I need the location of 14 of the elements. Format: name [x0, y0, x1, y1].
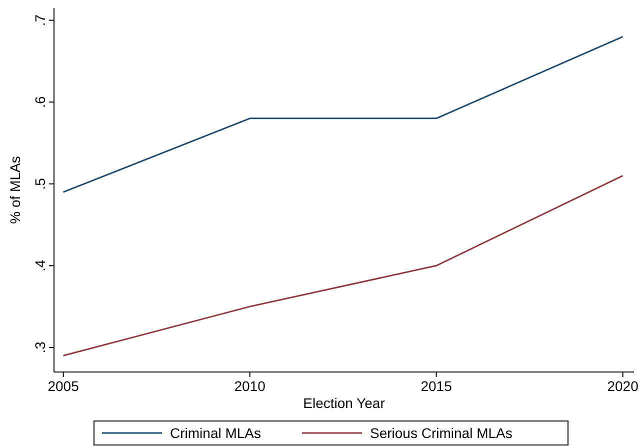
- y-tick-label: .7: [32, 14, 48, 26]
- x-tick-label: 2020: [607, 378, 639, 394]
- x-axis-title: Election Year: [303, 395, 386, 411]
- y-tick-label: .5: [32, 178, 48, 190]
- line-series: [62, 174, 624, 356]
- x-tick-label: 2005: [48, 378, 80, 394]
- x-tick-label: 2015: [420, 378, 452, 394]
- y-axis-title: % of MLAs: [7, 156, 23, 224]
- y-tick-label: .4: [32, 260, 48, 272]
- y-tick-label: .6: [32, 96, 48, 108]
- x-tick-label: 2010: [234, 378, 266, 394]
- y-tick-label: .3: [32, 341, 48, 354]
- legend-label: Criminal MLAs: [170, 425, 262, 441]
- legend-label: Serious Criminal MLAs: [370, 425, 512, 441]
